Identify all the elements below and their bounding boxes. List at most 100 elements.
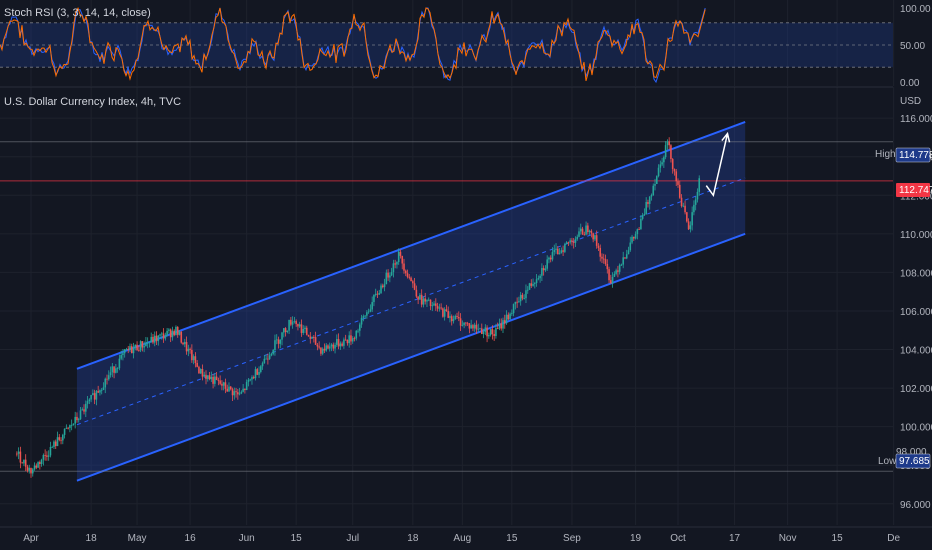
candle-body <box>558 252 561 255</box>
candle-body <box>477 328 480 330</box>
candle-body <box>141 341 144 348</box>
channel-upper-line[interactable] <box>76 121 746 370</box>
price-tick-label: 116.000 <box>900 114 932 125</box>
candle-body <box>159 334 161 336</box>
candle-body <box>530 283 533 286</box>
candle-body <box>90 394 92 400</box>
candle-body <box>305 327 308 335</box>
candle-body <box>224 382 227 389</box>
candle-body <box>258 372 260 375</box>
candle-body <box>355 330 358 339</box>
stoch-tick-label: 0.00 <box>900 78 920 89</box>
candle-body <box>330 344 333 347</box>
candlestick-series[interactable] <box>16 137 701 478</box>
candle-body <box>526 289 529 291</box>
candle-body <box>185 341 188 352</box>
candle-body <box>436 305 439 309</box>
candle-body <box>677 181 679 185</box>
candle-body <box>254 369 257 379</box>
candle-body <box>104 378 107 388</box>
candle-body <box>291 321 294 325</box>
time-tick-label: De <box>887 533 900 544</box>
time-tick-label: 18 <box>407 533 419 544</box>
candle-body <box>79 410 82 420</box>
time-axis[interactable]: Apr 18 May 16 Jun 15 Jul 18 Aug 15 Sep 19 Oct 17 Nov 15… <box>23 533 900 544</box>
candle-body <box>472 325 474 329</box>
candle-body <box>205 374 207 379</box>
candle-body <box>670 145 672 160</box>
price-pane[interactable]: U.S. Dollar Currency Index, 4h, TVC <box>0 96 893 482</box>
candle-body <box>560 250 563 253</box>
candle-body <box>691 212 693 226</box>
candle-body <box>268 355 271 359</box>
candle-body <box>176 326 179 335</box>
candle-body <box>687 221 690 230</box>
candle-body <box>180 331 183 343</box>
candle-body <box>201 368 204 377</box>
candle-body <box>31 469 34 474</box>
candle-body <box>297 324 299 327</box>
candle-body <box>473 324 476 329</box>
candle-body <box>77 419 80 421</box>
stoch-price-axis[interactable]: 100.00 50.00 0.00 <box>900 4 931 89</box>
candle-body <box>127 349 130 350</box>
candle-body <box>503 320 506 324</box>
candle-body <box>463 322 465 326</box>
candle-body <box>680 197 683 207</box>
candle-body <box>532 283 534 286</box>
time-tick-label: Jul <box>346 533 359 544</box>
projection-arrow[interactable] <box>705 131 731 198</box>
candle-body <box>49 447 52 456</box>
candle-body <box>380 285 382 294</box>
candle-body <box>191 349 193 361</box>
candle-body <box>415 289 418 297</box>
high-value: 114.778 <box>899 150 932 161</box>
candle-body <box>107 375 110 380</box>
candle-body <box>535 279 538 284</box>
candle-body <box>431 305 434 307</box>
candle-body <box>498 323 501 329</box>
time-tick-label: Jun <box>239 533 255 544</box>
candle-body <box>525 290 527 299</box>
candle-body <box>442 308 444 317</box>
candle-body <box>422 298 425 305</box>
candle-body <box>148 341 151 343</box>
candle-body <box>337 339 340 347</box>
candle-body <box>579 228 582 232</box>
candle-body <box>226 388 229 392</box>
candle-body <box>106 378 108 380</box>
candle-body <box>556 248 559 255</box>
candle-body <box>339 343 342 347</box>
candle-body <box>601 256 603 259</box>
candle-body <box>613 273 616 277</box>
candle-body <box>588 230 591 233</box>
candle-body <box>169 329 172 338</box>
candle-body <box>235 391 237 393</box>
candle-body <box>42 455 45 460</box>
candle-body <box>484 327 487 332</box>
candle-body <box>424 298 427 302</box>
candle-body <box>502 320 504 329</box>
stoch-k-line <box>0 7 706 84</box>
stoch-rsi-pane[interactable]: Stoch RSI (3, 3, 14, 14, close) <box>0 7 893 84</box>
stoch-indicator-label[interactable]: Stoch RSI (3, 3, 14, 14, close) <box>4 7 151 19</box>
time-tick-label: Aug <box>453 533 471 544</box>
candle-body <box>164 335 167 339</box>
candle-body <box>480 328 483 334</box>
candle-body <box>599 247 602 257</box>
candle-body <box>39 462 41 465</box>
candle-body <box>682 205 685 207</box>
candle-body <box>406 273 409 277</box>
channel-lower-line[interactable] <box>76 232 746 482</box>
candle-body <box>95 391 98 400</box>
candle-body <box>693 204 695 213</box>
candle-body <box>583 234 586 236</box>
candle-body <box>242 388 244 392</box>
candle-body <box>634 234 637 239</box>
candle-body <box>67 427 69 429</box>
candle-body <box>318 346 320 348</box>
candle-body <box>189 348 191 350</box>
candle-body <box>24 459 27 467</box>
candle-body <box>288 319 290 331</box>
